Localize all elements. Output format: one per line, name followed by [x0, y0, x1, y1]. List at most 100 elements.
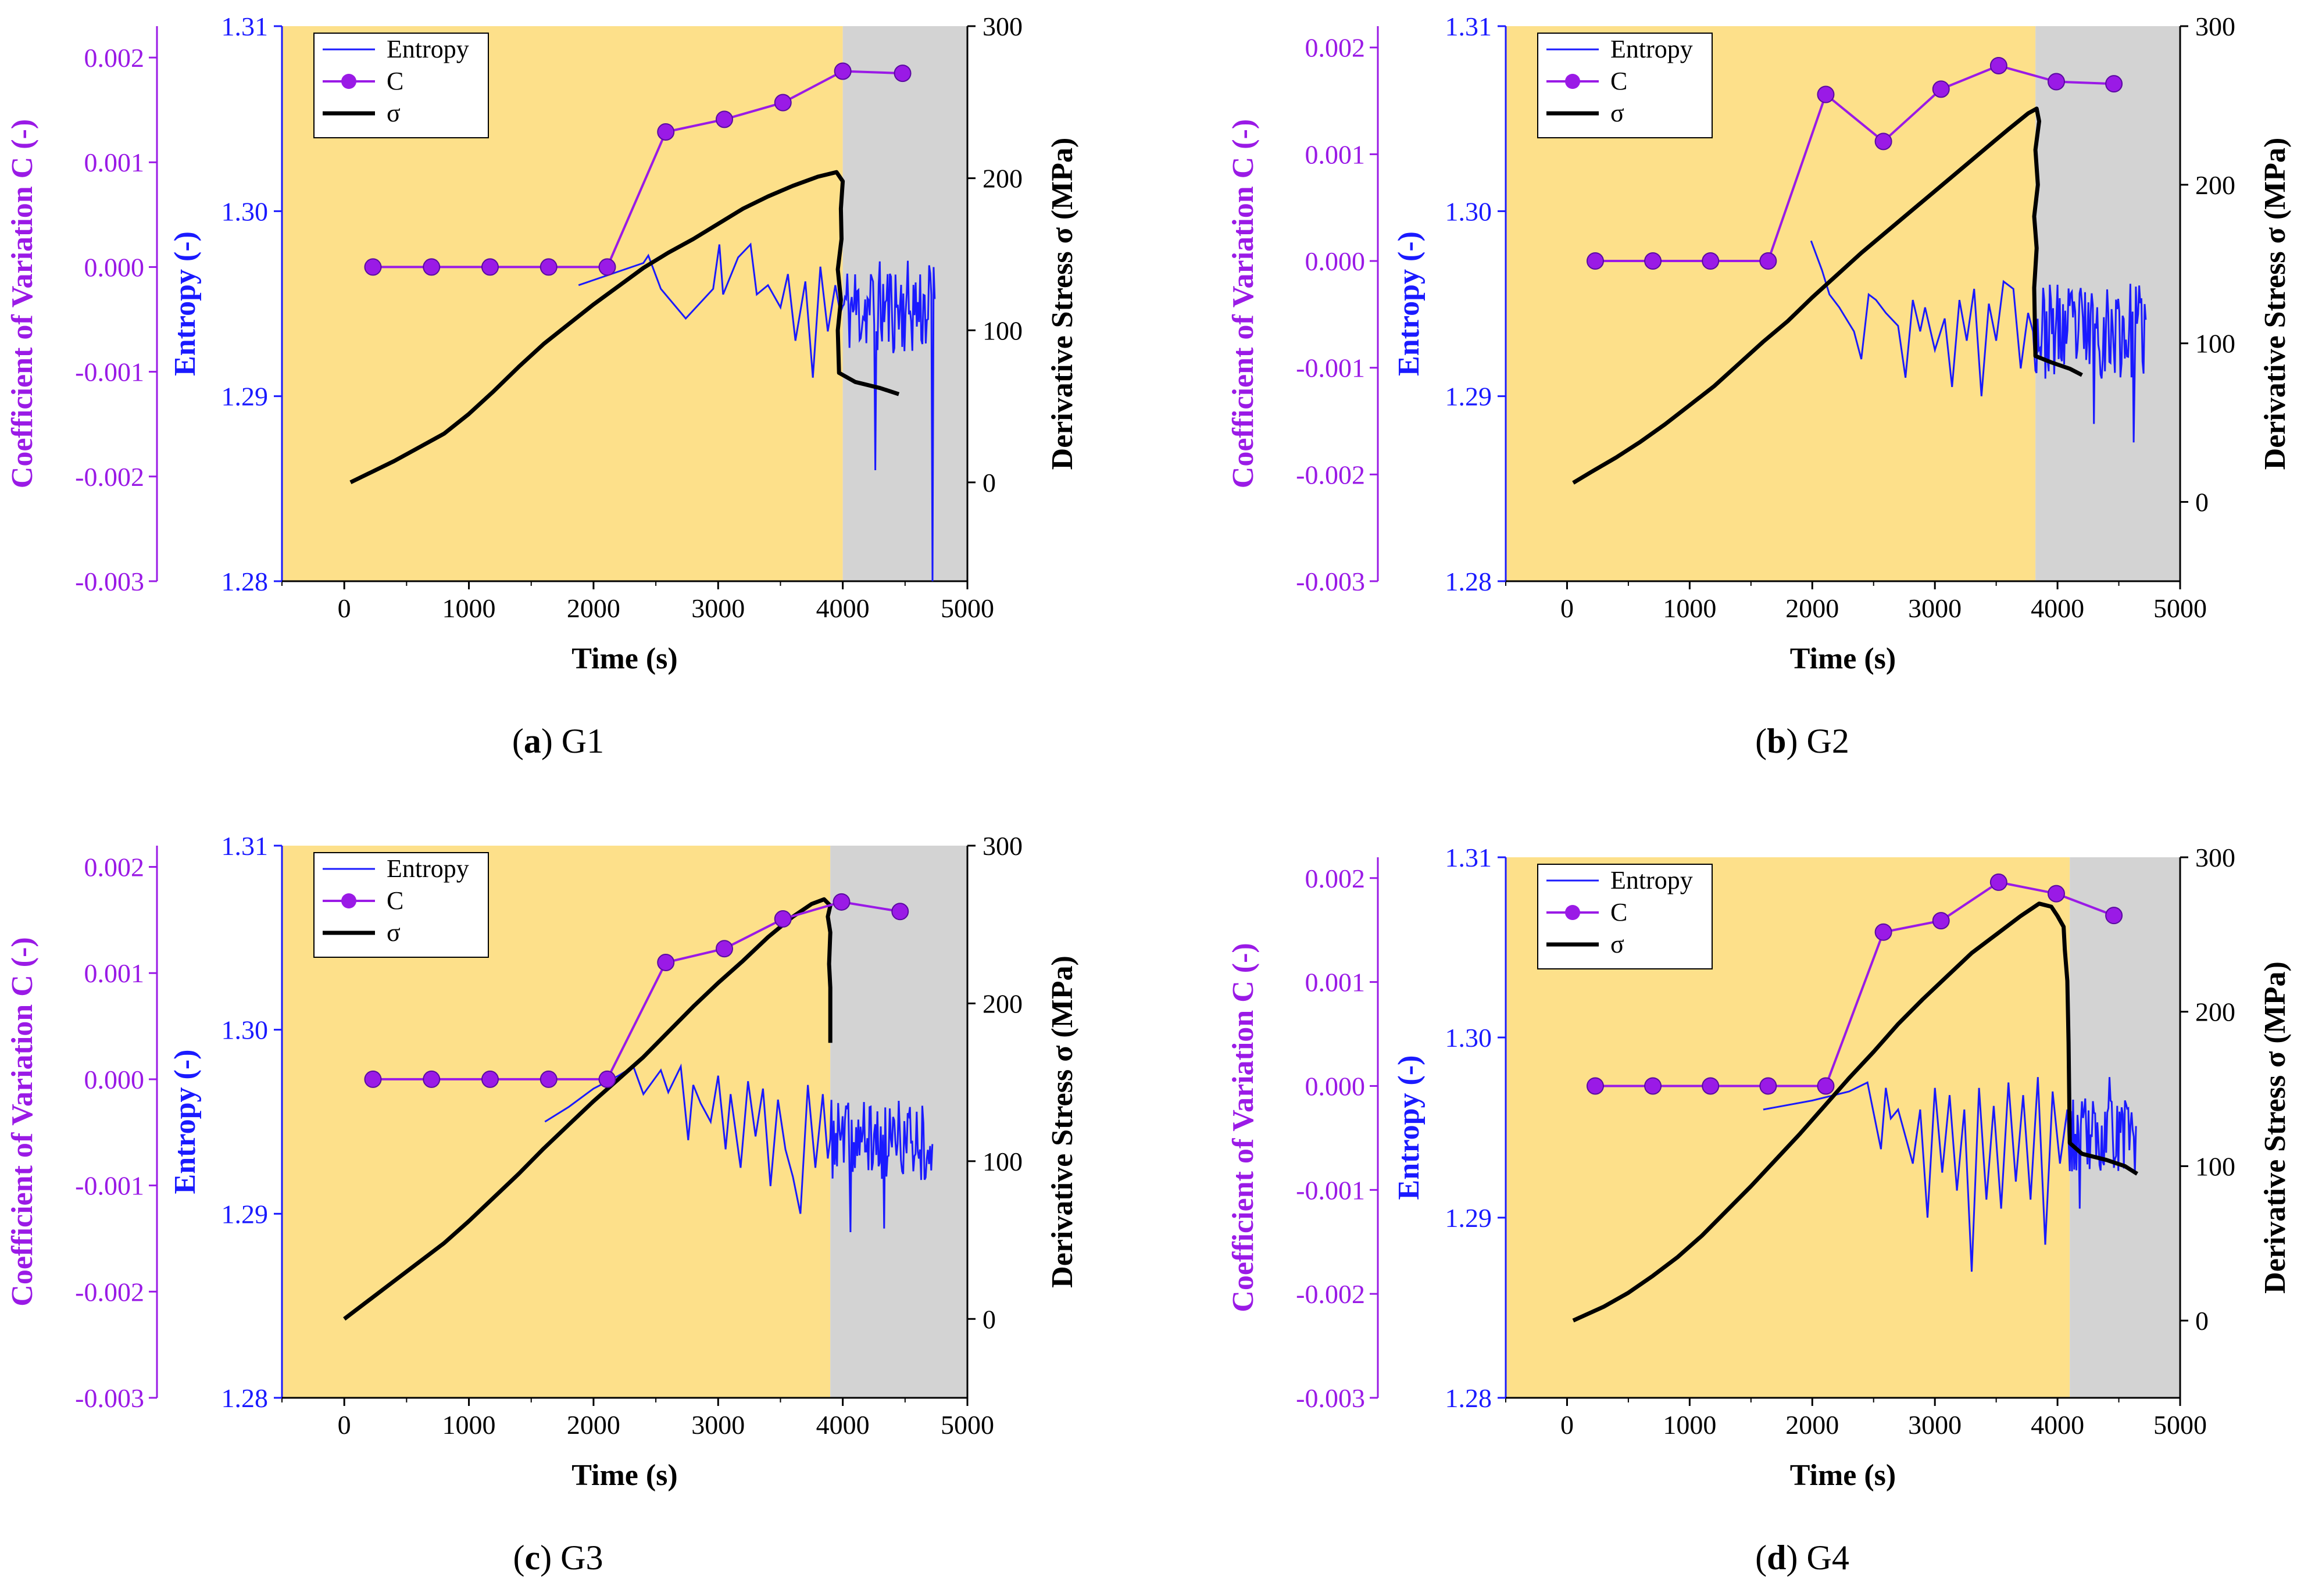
- c-series-point: [481, 1070, 499, 1088]
- c-series-point: [1817, 1077, 1835, 1095]
- c-series-point: [891, 903, 909, 921]
- sigma-tick-label: 200: [983, 989, 1023, 1018]
- x-tick-label: 2000: [567, 1410, 620, 1440]
- sigma-tick-label: 100: [2195, 1151, 2235, 1181]
- entropy-tick-label: 1.29: [1445, 382, 1492, 411]
- c-series-point: [481, 258, 499, 276]
- c-series-point: [1586, 252, 1604, 270]
- c-series-point: [540, 258, 558, 276]
- sigma-axis-title: Derivative Stress σ (MPa): [2259, 138, 2292, 470]
- entropy-tick-label: 1.30: [222, 1015, 269, 1045]
- entropy-tick-label: 1.29: [222, 1199, 269, 1229]
- c-tick-label: 0.002: [84, 853, 145, 882]
- c-axis-title: Coefficient of Variation C (-): [6, 937, 39, 1306]
- entropy-series-line: [544, 1063, 934, 1233]
- c-series-point: [1586, 1077, 1604, 1095]
- legend-label: Entropy: [1610, 866, 1693, 894]
- x-tick-label: 4000: [816, 593, 870, 623]
- x-tick-label: 1000: [442, 593, 496, 623]
- c-series-point: [834, 62, 852, 80]
- c-series-point: [1874, 133, 1892, 151]
- c-series-point: [2047, 73, 2065, 91]
- c-series-point: [423, 258, 441, 276]
- sigma-tick-label: 200: [2195, 170, 2235, 200]
- x-tick-label: 0: [1560, 593, 1574, 623]
- c-series-point: [894, 65, 912, 83]
- x-axis-title: Time (s): [571, 642, 677, 675]
- c-tick-label: -0.001: [1296, 1175, 1365, 1205]
- sigma-tick-label: 0: [983, 1304, 996, 1334]
- post-failure-region: [842, 26, 967, 581]
- c-series-point: [1932, 80, 1950, 98]
- x-tick-label: 3000: [691, 1410, 745, 1440]
- c-series-point: [1874, 923, 1892, 941]
- entropy-tick-label: 1.31: [1445, 843, 1492, 872]
- sigma-tick-label: 300: [2195, 12, 2235, 41]
- c-tick-label: 0.000: [1305, 246, 1366, 276]
- c-tick-label: 0.002: [1305, 33, 1366, 63]
- c-series-line: [1595, 64, 2114, 262]
- entropy-axis-title: Entropy (-): [169, 1050, 202, 1194]
- entropy-tick-label: 1.31: [222, 831, 269, 861]
- x-axis-title: Time (s): [1790, 1459, 1896, 1492]
- legend-c-swatch-marker: [1565, 905, 1580, 920]
- x-tick-label: 2000: [1785, 593, 1839, 623]
- x-tick-label: 0: [1560, 1410, 1574, 1440]
- entropy-tick-label: 1.28: [222, 1383, 269, 1413]
- c-series-point: [2047, 885, 2065, 903]
- c-series-point: [657, 953, 675, 971]
- x-tick-label: 2000: [567, 593, 620, 623]
- c-series-point: [364, 1070, 382, 1088]
- entropy-axis-title: Entropy (-): [1392, 231, 1426, 376]
- x-tick-label: 1000: [442, 1410, 496, 1440]
- legend-label: Entropy: [387, 35, 469, 63]
- c-series-line: [373, 70, 903, 269]
- c-tick-label: 0.000: [84, 252, 145, 282]
- x-tick-label: 1000: [1663, 593, 1716, 623]
- c-tick-label: -0.002: [75, 462, 144, 492]
- panel-caption: (b) G2: [1755, 722, 1849, 760]
- c-series-point: [1644, 1077, 1662, 1095]
- x-tick-label: 3000: [1908, 1410, 1962, 1440]
- c-series-point: [1817, 85, 1835, 103]
- sigma-series-line: [349, 170, 900, 485]
- sigma-axis-title: Derivative Stress σ (MPa): [1046, 138, 1079, 470]
- x-tick-label: 1000: [1663, 1410, 1716, 1440]
- c-tick-label: -0.001: [75, 357, 144, 387]
- x-tick-label: 3000: [1908, 593, 1962, 623]
- c-axis-title: Coefficient of Variation C (-): [6, 119, 39, 488]
- x-tick-label: 5000: [941, 1410, 994, 1440]
- legend-label: C: [1610, 67, 1627, 95]
- entropy-tick-label: 1.28: [1445, 1383, 1492, 1413]
- c-series-point: [1702, 252, 1720, 270]
- legend-c-swatch-marker: [1565, 74, 1580, 89]
- sigma-tick-label: 0: [983, 468, 996, 498]
- c-series-point: [715, 940, 733, 958]
- legend-label: σ: [387, 918, 401, 947]
- x-tick-label: 5000: [941, 593, 994, 623]
- c-series-point: [598, 258, 616, 276]
- c-series-point: [774, 94, 792, 112]
- c-tick-label: -0.002: [75, 1277, 144, 1307]
- c-series-point: [657, 123, 675, 141]
- entropy-tick-label: 1.28: [222, 567, 269, 596]
- panel-caption: (a) G1: [512, 722, 604, 760]
- entropy-axis-title: Entropy (-): [1392, 1055, 1426, 1200]
- c-series-line: [1595, 881, 2114, 1087]
- c-tick-label: -0.003: [75, 567, 144, 596]
- sigma-tick-label: 300: [2195, 843, 2235, 872]
- c-series-point: [2105, 907, 2123, 925]
- sigma-tick-label: 300: [983, 12, 1023, 41]
- x-axis-title: Time (s): [571, 1459, 677, 1492]
- c-tick-label: -0.001: [75, 1171, 144, 1201]
- panel-caption: (c) G3: [513, 1538, 603, 1577]
- c-tick-label: 0.002: [84, 43, 145, 73]
- x-axis-title: Time (s): [1790, 642, 1896, 675]
- entropy-tick-label: 1.30: [222, 196, 269, 226]
- c-tick-label: -0.001: [1296, 353, 1365, 383]
- legend-label: Entropy: [1610, 35, 1693, 63]
- x-tick-label: 5000: [2153, 593, 2207, 623]
